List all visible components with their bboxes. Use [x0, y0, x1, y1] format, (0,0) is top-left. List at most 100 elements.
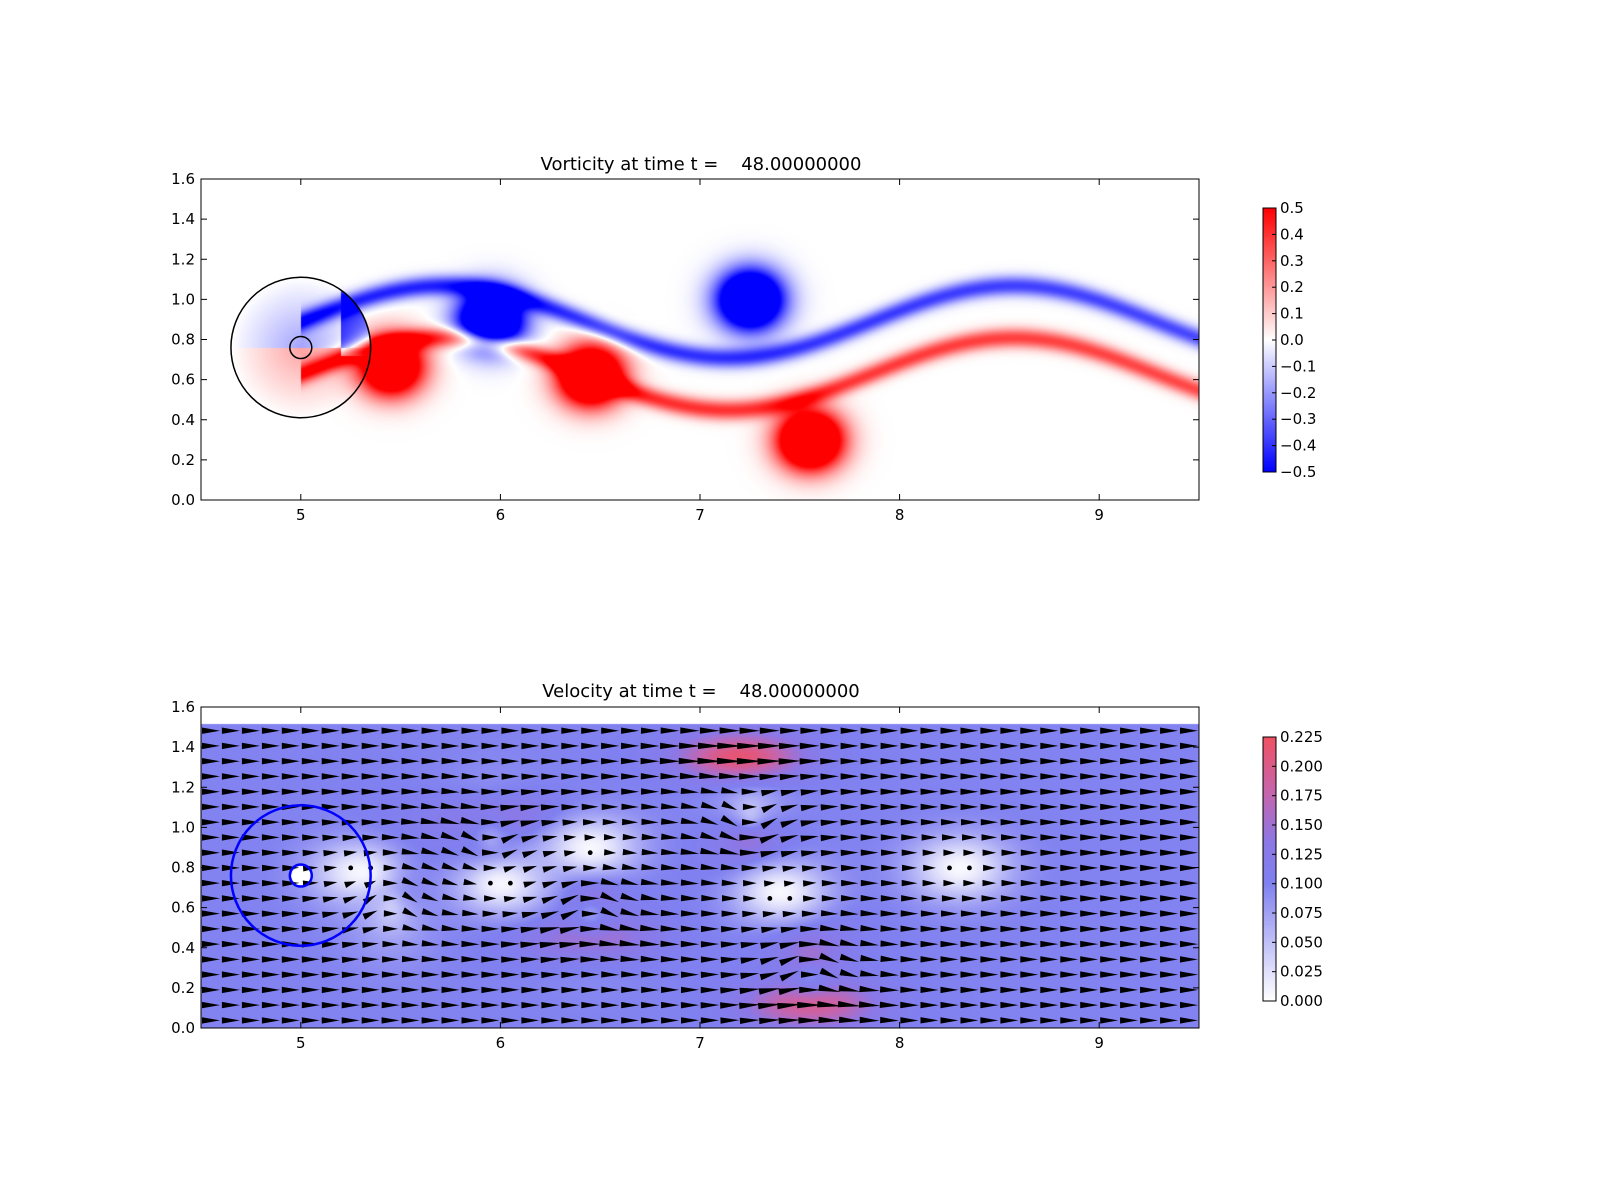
velocity-arrow [440, 802, 460, 809]
velocity-arrow [940, 940, 959, 948]
velocity-arrow [381, 788, 400, 795]
velocity-arrow [1140, 834, 1159, 841]
velocity-arrow [838, 985, 861, 992]
velocity-arrow [621, 757, 640, 765]
velocity-arrow [221, 910, 240, 917]
velocity-arrow [980, 727, 999, 734]
velocity-arrow [1100, 895, 1119, 902]
velocity-arrow [1100, 879, 1119, 887]
velocity-arrow [1080, 849, 1099, 856]
velocity-arrow [818, 984, 841, 992]
velocity-arrow [1060, 925, 1079, 933]
velocity-arrow [1180, 895, 1198, 902]
velocity-arrow [900, 819, 919, 826]
velocity-arrow [1180, 971, 1198, 978]
velocity-x-tick-label: 7 [695, 1034, 705, 1052]
velocity-colorbar-frame [1262, 736, 1277, 1002]
velocity-arrow [1080, 956, 1099, 963]
velocity-arrow [1100, 727, 1119, 734]
velocity-arrow [640, 727, 660, 734]
velocity-arrow [501, 956, 520, 963]
velocity-arrow [660, 909, 680, 917]
vorticity-colorbar-ticks: −0.5 −0.4 −0.3 −0.2 −0.1 0.0 0.1 0.2 0.3 0.4 0.5 [1272, 199, 1316, 481]
velocity-arrow [1180, 910, 1198, 917]
velocity-arrow [720, 815, 738, 827]
velocity-arrow [580, 925, 601, 933]
velocity-arrow [262, 864, 280, 872]
velocity-arrow [361, 971, 380, 978]
velocity-arrow [719, 831, 740, 841]
velocity-arrow [940, 758, 959, 765]
velocity-arrow [1060, 986, 1079, 994]
velocity-arrow [302, 834, 320, 841]
velocity-arrow [1020, 742, 1039, 750]
velocity-arrow [421, 1001, 440, 1009]
vorticity-colorbar-tick-label: 0.3 [1280, 252, 1304, 270]
velocity-arrow [501, 1002, 520, 1009]
velocity-arrow [1020, 819, 1039, 826]
velocity-arrow [202, 834, 220, 841]
velocity-arrow [900, 1017, 919, 1024]
velocity-title: Velocity at time t = 48.00000000 [542, 681, 860, 702]
velocity-arrow [501, 727, 520, 734]
velocity-arrow [621, 803, 639, 810]
velocity-arrow [301, 788, 320, 795]
velocity-arrow [282, 864, 300, 872]
velocity-arrow [482, 849, 499, 856]
velocity-arrow [202, 803, 220, 811]
velocity-arrow [900, 910, 919, 917]
velocity-arrow [461, 925, 480, 932]
velocity-arrow [980, 803, 999, 811]
velocity-arrow [1020, 727, 1039, 734]
velocity-arrow [1140, 773, 1159, 780]
velocity-arrow [820, 819, 839, 826]
velocity-arrow [1020, 834, 1039, 841]
velocity-arrow [1100, 803, 1119, 811]
velocity-arrow [1020, 1001, 1039, 1009]
velocity-arrow [1140, 986, 1159, 994]
velocity-arrow [420, 832, 440, 840]
velocity-arrow [900, 788, 919, 795]
velocity-arrow [361, 1017, 380, 1024]
velocity-arrow [680, 1002, 700, 1009]
vorticity-y-tick-label: 1.4 [171, 210, 195, 228]
velocity-arrow [920, 1001, 939, 1009]
velocity-arrow [620, 878, 639, 885]
velocity-arrow [900, 803, 919, 811]
velocity-arrow [640, 940, 660, 947]
velocity-arrow [1120, 1017, 1139, 1024]
velocity-arrow [301, 1001, 320, 1009]
velocity-arrow [202, 819, 220, 826]
velocity-arrow [241, 864, 260, 872]
velocity-arrow [961, 895, 977, 902]
velocity-arrow [761, 803, 778, 814]
velocity-arrow [803, 880, 817, 887]
velocity-arrow [1001, 849, 1018, 856]
velocity-arrow [1040, 895, 1059, 902]
velocity-arrow [960, 727, 979, 734]
velocity-arrow [741, 788, 759, 795]
velocity-arrow [940, 803, 959, 811]
velocity-arrow [1000, 1017, 1019, 1024]
velocity-colorbar-ticks: 0.000 0.025 0.050 0.075 0.100 0.125 0.150 0.175… [1272, 728, 1323, 1010]
velocity-inner-circle [288, 863, 314, 888]
velocity-arrow [579, 941, 601, 948]
velocity-arrow [759, 834, 780, 844]
velocity-arrow [541, 742, 560, 750]
velocity-arrow [202, 758, 220, 765]
velocity-arrow [321, 986, 340, 994]
velocity-arrow [1000, 727, 1019, 734]
velocity-y-tick-label: 1.0 [171, 818, 195, 836]
velocity-arrow [202, 1001, 220, 1009]
velocity-arrow [221, 849, 240, 856]
velocity-arrow [622, 833, 638, 841]
velocity-arrow [1100, 956, 1119, 963]
velocity-arrow [699, 727, 721, 734]
velocity-arrow [641, 788, 660, 795]
velocity-arrow [759, 972, 780, 981]
velocity-arrow [521, 1002, 540, 1009]
velocity-arrow [739, 1017, 760, 1024]
velocity-arrow [541, 758, 560, 765]
velocity-arrow [601, 971, 620, 978]
velocity-arrow [1080, 1017, 1099, 1024]
